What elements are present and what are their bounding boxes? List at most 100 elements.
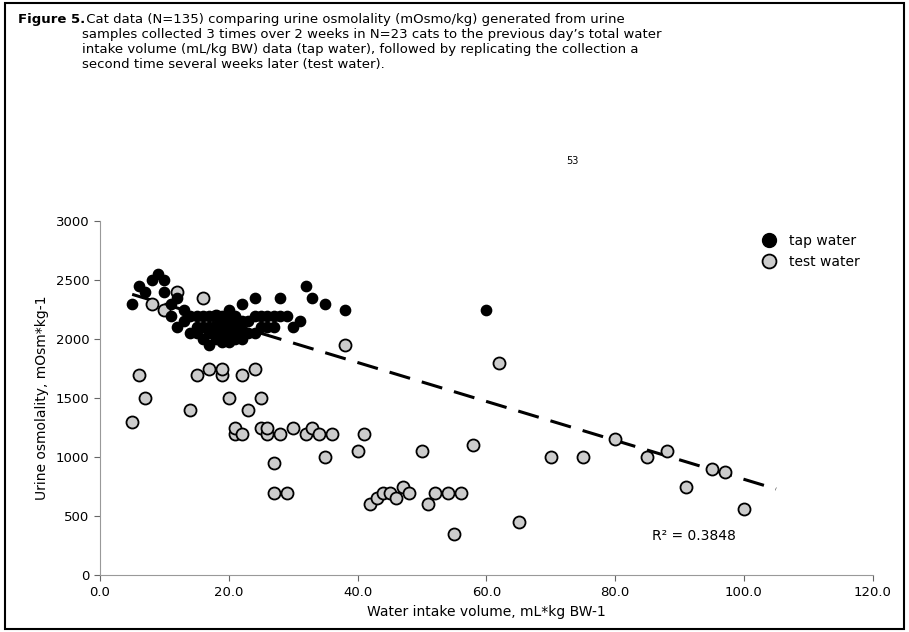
Point	[247, 363, 262, 374]
Point	[195, 334, 210, 344]
Point	[575, 452, 590, 462]
Point	[247, 328, 262, 338]
Point	[157, 305, 172, 315]
Point	[215, 310, 230, 320]
Point	[138, 287, 153, 297]
Point	[325, 428, 339, 439]
Point	[151, 269, 165, 279]
Point	[222, 305, 236, 315]
Point	[235, 317, 249, 327]
Point	[479, 305, 494, 315]
Point	[208, 328, 223, 338]
Point	[189, 370, 204, 380]
Point	[266, 487, 281, 497]
Point	[350, 446, 365, 456]
Point	[260, 428, 275, 439]
Point	[183, 310, 197, 320]
Point	[466, 441, 481, 451]
Point	[125, 299, 139, 309]
Point	[492, 358, 506, 368]
Point	[189, 328, 204, 338]
Point	[183, 405, 197, 415]
X-axis label: Water intake volume, mL*kg BW-1: Water intake volume, mL*kg BW-1	[367, 605, 605, 619]
Point	[305, 423, 320, 433]
Point	[241, 405, 255, 415]
Point	[208, 310, 223, 320]
Point	[254, 423, 268, 433]
Point	[215, 370, 230, 380]
Y-axis label: Urine osmolality, mOsm*kg-1: Urine osmolality, mOsm*kg-1	[35, 296, 49, 501]
Point	[222, 336, 236, 346]
Point	[228, 322, 243, 332]
Point	[659, 446, 674, 456]
Point	[318, 299, 333, 309]
Point	[222, 332, 236, 342]
Point	[157, 287, 172, 297]
Point	[208, 322, 223, 332]
Point	[299, 281, 314, 291]
Point	[273, 310, 287, 320]
Point	[254, 310, 268, 320]
Point	[337, 340, 352, 350]
Point	[202, 363, 216, 374]
Point	[215, 322, 230, 332]
Point	[293, 317, 307, 327]
Point	[440, 487, 454, 497]
Point	[421, 499, 435, 509]
Point	[228, 328, 243, 338]
Point	[195, 310, 210, 320]
Point	[389, 494, 404, 504]
Point	[402, 487, 416, 497]
Point	[145, 275, 159, 285]
Point	[222, 393, 236, 403]
Point	[222, 325, 236, 335]
Point	[170, 293, 185, 303]
Point	[447, 529, 462, 539]
Point	[170, 287, 185, 297]
Point	[235, 428, 249, 439]
Point	[228, 334, 243, 344]
Point	[189, 322, 204, 332]
Point	[279, 487, 294, 497]
Point	[131, 370, 145, 380]
Point	[273, 293, 287, 303]
Point	[415, 446, 429, 456]
Point	[247, 293, 262, 303]
Point	[260, 310, 275, 320]
Point	[640, 452, 654, 462]
Point	[228, 423, 243, 433]
Point	[383, 487, 397, 497]
Point	[318, 452, 333, 462]
Point	[279, 310, 294, 320]
Point	[235, 325, 249, 335]
Point	[704, 464, 719, 474]
Point	[376, 487, 391, 497]
Point	[305, 293, 320, 303]
Point	[717, 468, 732, 478]
Point	[260, 322, 275, 332]
Point	[195, 322, 210, 332]
Point	[215, 363, 230, 374]
Point	[215, 332, 230, 342]
Point	[208, 310, 223, 320]
Point	[138, 393, 153, 403]
Point	[266, 322, 281, 332]
Point	[183, 328, 197, 338]
Text: Figure 5.: Figure 5.	[18, 13, 85, 26]
Point	[235, 334, 249, 344]
Point	[260, 423, 275, 433]
Point	[222, 328, 236, 338]
Point	[202, 310, 216, 320]
Point	[679, 482, 694, 492]
Point	[202, 322, 216, 332]
Point	[241, 328, 255, 338]
Point	[273, 428, 287, 439]
Text: 53: 53	[566, 156, 578, 166]
Point	[176, 317, 191, 327]
Point	[266, 458, 281, 468]
Point	[164, 310, 178, 320]
Point	[254, 393, 268, 403]
Point	[195, 293, 210, 303]
Point	[208, 322, 223, 332]
Point	[370, 494, 385, 504]
